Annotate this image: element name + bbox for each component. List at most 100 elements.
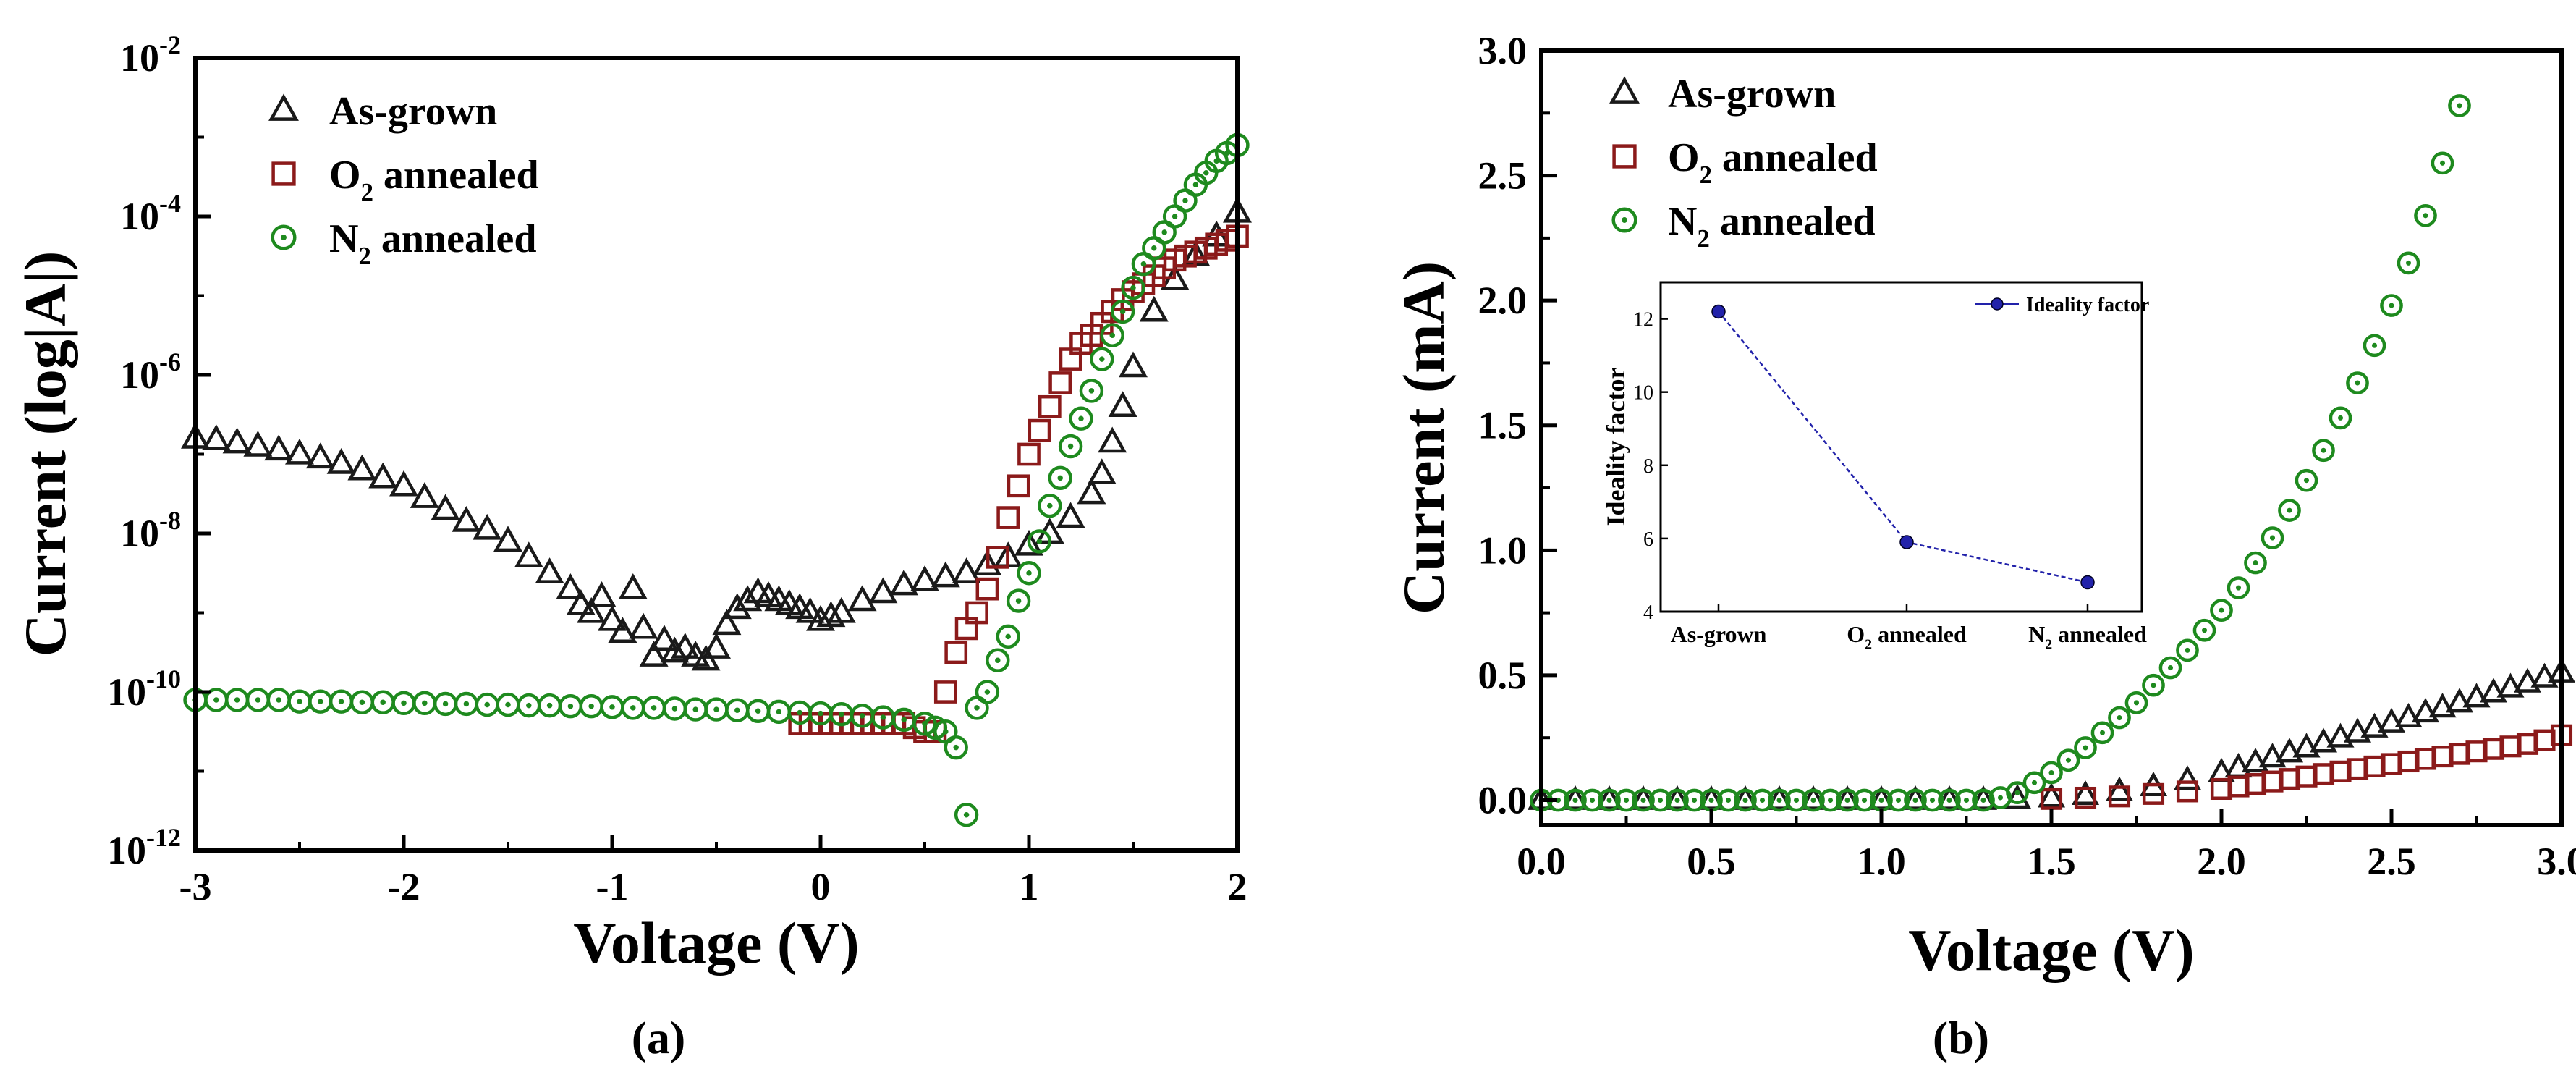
panel-a-point-n2	[412, 691, 437, 716]
panel-b-point-n2	[1938, 788, 1961, 812]
panel-b-point-n2-ring	[2346, 371, 2369, 394]
panel-b-legend-label-n2: N2 annealed	[1668, 199, 1876, 253]
panel-b-point-n2-dot	[2439, 160, 2446, 166]
panel-a-x-tick-label: 2	[1228, 865, 1247, 908]
panel-a-point-o2	[1038, 394, 1062, 418]
panel-a-point-n2-dot	[880, 714, 886, 720]
panel-a-point-n2-dot	[526, 702, 532, 709]
panel-a-point-n2-dot	[1182, 198, 1188, 203]
panel-b-x-tick-label: 0.0	[1517, 840, 1566, 883]
panel-b-point-n2	[2108, 706, 2131, 730]
panel-a-point-as_grown	[1077, 478, 1106, 505]
panel-b-y-tick-label: 2.0	[1478, 279, 1528, 322]
panel-a-point-n2	[517, 693, 541, 718]
panel-b-y-tick-label: 1.0	[1478, 528, 1528, 572]
panel-a-point-n2	[391, 691, 416, 716]
panel-b-point-n2-ring	[1564, 788, 1587, 812]
panel-a-x-axis-label: Voltage (V)	[573, 910, 860, 976]
panel-b-point-as_grown	[2292, 733, 2321, 758]
panel-b-point-as_grown	[2360, 712, 2389, 738]
panel-b-point-n2-dot	[2371, 342, 2378, 348]
panel-b-legend-marker-o2	[1612, 144, 1637, 169]
panel-b-y-tick-label: 0.0	[1478, 778, 1528, 822]
panel-b-point-o2	[2040, 788, 2063, 810]
panel-a-point-n2-dot	[318, 699, 323, 704]
panel-a-x-tick-label: -2	[388, 865, 420, 908]
panel-b-point-n2-ring	[1750, 788, 1774, 812]
panel-b-point-n2-dot	[1572, 797, 1578, 803]
panel-a-point-n2	[496, 692, 520, 717]
panel-b-legend-marker-n2-dot	[1622, 217, 1627, 223]
panel-b-point-n2	[1802, 788, 1825, 812]
panel-b-point-n2	[2346, 371, 2369, 394]
panel-a-point-as_grown	[347, 454, 377, 481]
panel-a-point-n2	[1017, 561, 1041, 586]
panel-a-point-n2-dot	[380, 699, 386, 705]
panel-a-point-n2-ring	[1058, 434, 1083, 459]
panel-a-point-n2-ring	[923, 715, 948, 740]
panel-a-point-n2-dot	[567, 703, 574, 709]
panel-a-point-n2-dot	[297, 699, 302, 704]
panel-a-point-as_grown	[368, 462, 398, 489]
panel-a-point-n2-dot	[734, 707, 740, 713]
panel-a-point-n2-ring	[1069, 406, 1093, 431]
panel-b-point-as_grown	[2513, 667, 2542, 693]
panel-a-point-n2-dot	[276, 697, 281, 703]
panel-a-point-as_grown	[733, 585, 763, 612]
inset-frame	[1659, 281, 2143, 613]
panel-a-point-n2-dot	[995, 657, 1001, 663]
panel-b-point-as_grown	[2326, 722, 2355, 748]
panel-b-point-n2-dot	[2065, 757, 2072, 763]
panel-b-point-as_grown	[2241, 748, 2270, 773]
panel-b-point-n2-dot	[2423, 213, 2428, 219]
panel-a-point-n2-dot	[422, 700, 428, 706]
panel-b-point-n2-dot	[2287, 507, 2292, 513]
panel-a-point-n2	[475, 692, 499, 717]
panel-b-point-n2-ring	[2261, 526, 2284, 549]
panel-a-point-n2-dot	[1140, 261, 1147, 267]
panel-a-point-n2-dot	[1109, 332, 1115, 338]
panel-a-point-n2-ring	[1017, 561, 1041, 586]
panel-a-point-n2	[370, 690, 395, 714]
panel-b-point-as_grown	[1663, 785, 1692, 810]
panel-a-point-as_grown	[1108, 391, 1137, 417]
panel-b-point-n2-ring	[1886, 788, 1910, 812]
panel-b-point-n2-ring	[2074, 736, 2097, 759]
panel-b-point-n2-ring	[1836, 788, 1859, 812]
panel-a-caption: (a)	[632, 1012, 686, 1063]
panel-a-point-n2-ring	[954, 803, 979, 827]
panel-a-point-n2-dot	[359, 699, 365, 705]
panel-a-x-tick-label: -1	[596, 865, 629, 908]
panel-b-point-n2-ring	[1716, 788, 1740, 812]
panel-b-y-tick-label: 1.5	[1478, 404, 1528, 447]
panel-a-point-n2	[766, 699, 792, 725]
panel-b-legend-marker-as_grown	[1609, 76, 1640, 104]
panel-a-point-as_grown	[618, 573, 648, 599]
panel-a-point-n2	[287, 689, 312, 714]
panel-a-point-as_grown	[889, 569, 919, 596]
panel-a-point-n2-ring	[1038, 493, 1062, 518]
panel-a-point-n2-dot	[692, 706, 698, 712]
panel-b-point-n2	[2261, 526, 2284, 549]
panel-b-point-n2-dot	[1895, 797, 1902, 803]
panel-b-point-n2-ring	[2380, 294, 2403, 317]
panel-a-legend-marker-n2-ring	[271, 224, 297, 250]
panel-a-point-n2-dot	[901, 717, 907, 723]
panel-b-point-n2	[2074, 736, 2097, 759]
panel-a-legend-marker-n2	[271, 224, 297, 250]
panel-b-point-n2	[1598, 788, 1621, 812]
panel-a-point-n2-dot	[1161, 229, 1167, 235]
panel-b-legend-label-as_grown: As-grown	[1668, 72, 1836, 117]
panel-a-point-as_grown	[514, 541, 543, 567]
panel-b-point-n2	[1886, 788, 1910, 812]
panel-b-point-n2	[1734, 788, 1757, 812]
inset-y-tick-label: 8	[1643, 455, 1653, 478]
panel-b-point-n2-dot	[2185, 647, 2190, 653]
panel-b-point-n2-dot	[2014, 790, 2020, 795]
panel-b-point-n2	[2244, 551, 2267, 575]
panel-a-point-n2-dot	[1015, 598, 1022, 604]
panel-b-point-n2-dot	[2201, 628, 2208, 633]
panel-a-point-o2	[1007, 474, 1030, 498]
panel-b-point-n2	[1614, 788, 1638, 812]
panel-a-point-n2-dot	[776, 709, 782, 715]
